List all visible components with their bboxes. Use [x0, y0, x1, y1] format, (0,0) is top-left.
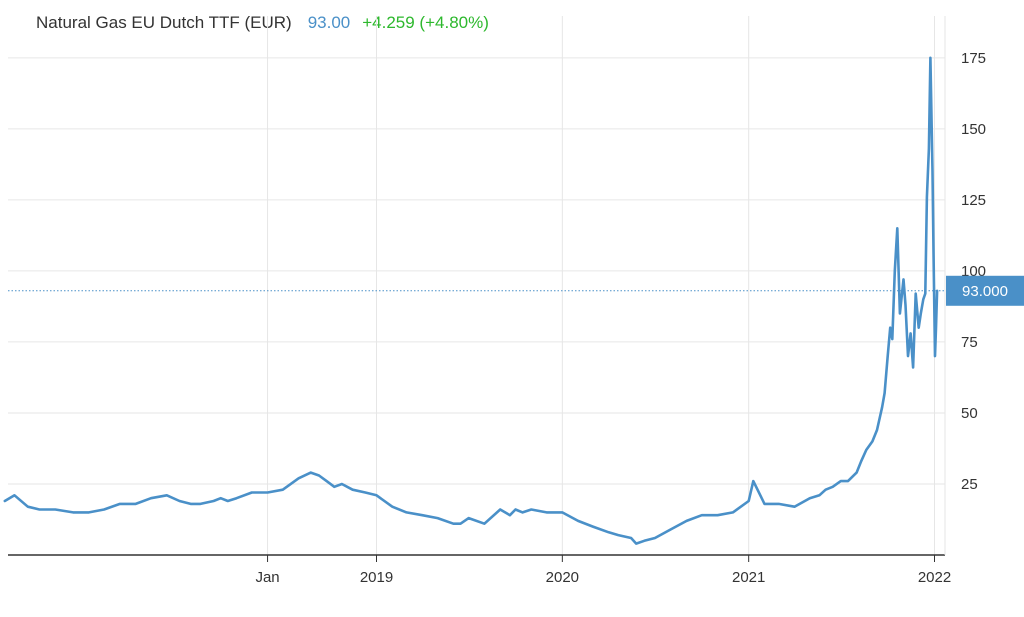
y-tick-label: 50: [961, 405, 978, 422]
current-value-badge-background: [946, 275, 1024, 306]
y-tick-label: 100: [961, 263, 986, 280]
y-tick-label: 175: [961, 50, 986, 67]
price-change: +4.259 (+4.80%): [362, 13, 489, 32]
y-tick-label: 125: [961, 192, 986, 209]
current-value-label: 93.000: [962, 283, 1008, 300]
x-tick-label: Jan: [255, 569, 279, 586]
chart-header: Natural Gas EU Dutch TTF (EUR) 93.00 +4.…: [36, 10, 489, 36]
current-price: 93.00: [307, 13, 351, 32]
y-tick-label: 75: [961, 334, 978, 351]
y-tick-label: 25: [961, 476, 978, 493]
x-tick-label: 2021: [732, 569, 765, 586]
x-axis-ticks: Jan 2019 2020 2021 2022: [255, 555, 951, 586]
x-tick-label: 2019: [360, 569, 393, 586]
x-tick-label: 2020: [546, 569, 579, 586]
current-value-badge: 93.000: [946, 275, 1024, 306]
y-tick-label: 150: [961, 121, 986, 138]
instrument-title: Natural Gas EU Dutch TTF (EUR): [36, 13, 292, 32]
series-line: [3, 56, 939, 545]
y-axis-ticks: 25 50 75 100 125 150 175: [961, 50, 986, 493]
x-tick-label: 2022: [918, 569, 951, 586]
grid-lines: [8, 16, 945, 555]
